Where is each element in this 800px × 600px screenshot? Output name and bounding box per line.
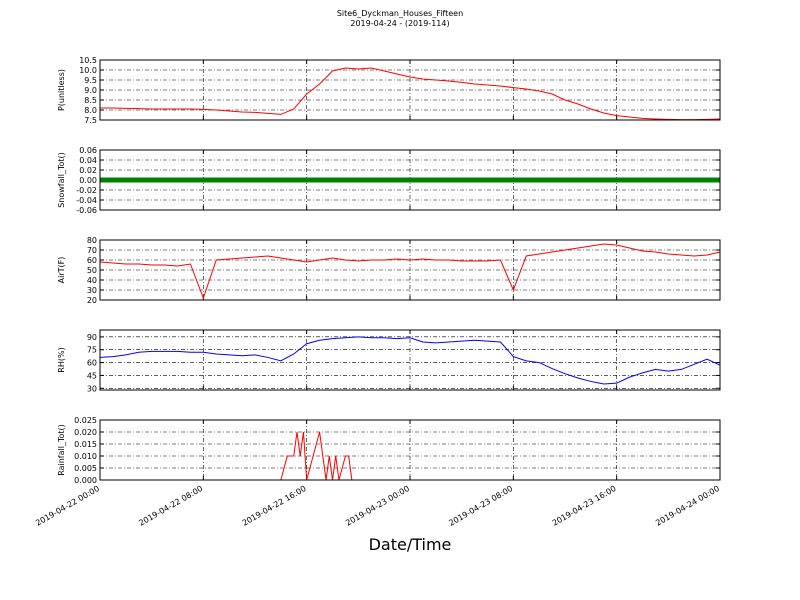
x-axis-label: Date/Time (369, 535, 452, 554)
x-tick-label: 2019-04-24 00:00 (654, 484, 721, 528)
y-tick-label: 8.5 (84, 96, 97, 105)
plot-frame (99, 59, 721, 121)
data-line (100, 431, 720, 481)
y-tick-label: 0.04 (79, 156, 97, 165)
y-axis-label: Rainfall_Tot() (57, 424, 66, 476)
y-tick-label: 40 (87, 276, 97, 285)
x-tick-label: 2019-04-23 00:00 (344, 484, 411, 528)
y-tick-label: 9.5 (84, 76, 97, 85)
y-tick-label: 60 (87, 256, 97, 265)
chart-subtitle: 2019-04-24 - (2019-114) (350, 19, 449, 28)
y-tick-label: 45 (87, 371, 97, 380)
plot-frame (99, 329, 721, 391)
y-tick-label: 0.025 (74, 416, 97, 425)
data-line (99, 336, 721, 385)
y-tick-label: 50 (87, 266, 97, 275)
plot-frame (99, 149, 721, 211)
y-tick-label: 9.0 (84, 86, 97, 95)
y-tick-label: -0.06 (76, 206, 97, 215)
y-axis-label: AirT(F) (57, 257, 66, 284)
y-tick-label: 30 (87, 286, 97, 295)
y-tick-label: -0.04 (76, 196, 97, 205)
x-tick-label: 2019-04-22 16:00 (241, 484, 308, 528)
x-tick-label: 2019-04-22 00:00 (34, 484, 101, 528)
y-tick-label: 10.0 (79, 66, 97, 75)
y-tick-label: 90 (87, 333, 97, 342)
y-tick-label: 60 (87, 359, 97, 368)
plot-frame (99, 239, 721, 301)
y-tick-label: 70 (87, 246, 97, 255)
plot-frame (99, 419, 721, 481)
y-tick-label: 0.020 (74, 428, 97, 437)
x-tick-label: 2019-04-22 08:00 (137, 484, 204, 528)
y-tick-label: -0.02 (76, 186, 97, 195)
x-tick-label: 2019-04-23 16:00 (551, 484, 618, 528)
y-tick-label: 0.010 (74, 452, 97, 461)
y-axis-label: RH(%) (57, 347, 66, 372)
y-tick-label: 0.005 (74, 464, 97, 473)
data-line (99, 243, 721, 300)
chart-title: Site6_Dyckman_Houses_Fifteen (337, 9, 463, 18)
y-axis-label: P(unitless) (57, 69, 66, 111)
y-tick-label: 0.000 (74, 476, 97, 485)
y-tick-label: 0.02 (79, 166, 97, 175)
y-tick-label: 7.5 (84, 116, 97, 125)
y-tick-label: 0.015 (74, 440, 97, 449)
y-tick-label: 30 (87, 384, 97, 393)
y-tick-label: 0.06 (79, 146, 97, 155)
y-axis-label: Snowfall_Tot() (57, 152, 66, 208)
data-line (100, 67, 721, 121)
y-tick-label: 0.00 (79, 176, 97, 185)
y-tick-label: 10.5 (79, 56, 97, 65)
y-tick-label: 75 (87, 346, 97, 355)
y-tick-label: 20 (87, 296, 97, 305)
y-tick-label: 80 (87, 236, 97, 245)
y-tick-label: 8.0 (84, 106, 97, 115)
x-tick-label: 2019-04-23 08:00 (447, 484, 514, 528)
